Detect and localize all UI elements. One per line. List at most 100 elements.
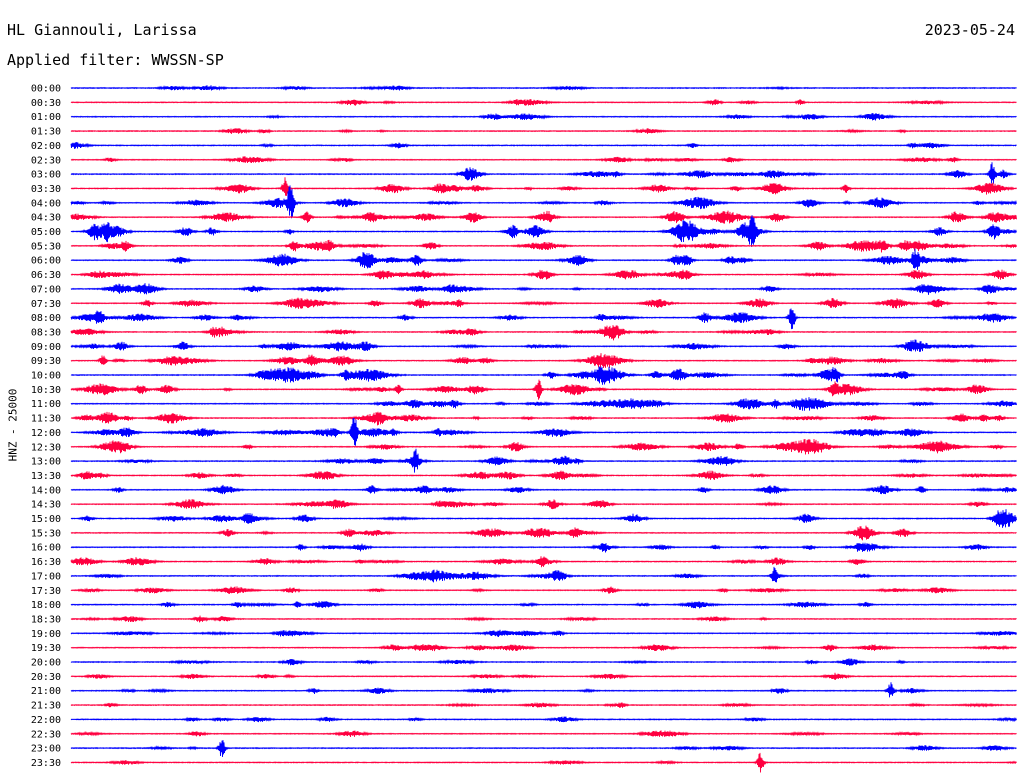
row-time-label: 06:00 xyxy=(31,256,61,267)
trace-line xyxy=(70,353,1017,369)
row-time-label: 20:30 xyxy=(31,672,61,683)
trace-line xyxy=(70,499,1017,510)
row-time-label: 08:00 xyxy=(31,313,61,324)
row-time-label: 14:30 xyxy=(31,500,61,511)
row-time-label: 20:00 xyxy=(31,658,61,669)
row-time-label: 03:30 xyxy=(31,184,61,195)
row-time-label: 13:30 xyxy=(31,471,61,482)
trace-line xyxy=(70,752,1017,773)
row-time-label: 18:30 xyxy=(31,614,61,625)
trace-line xyxy=(70,643,1017,652)
trace-line xyxy=(70,525,1017,541)
trace-line xyxy=(70,509,1017,528)
trace-line xyxy=(70,702,1017,708)
trace-line xyxy=(70,185,1017,219)
trace-line xyxy=(70,566,1017,583)
trace-line xyxy=(70,128,1017,135)
trace-line xyxy=(70,658,1017,666)
trace-line xyxy=(70,448,1017,473)
trace-line xyxy=(70,142,1017,149)
trace-line xyxy=(70,248,1017,270)
trace-line xyxy=(70,470,1017,480)
trace-line xyxy=(70,484,1017,495)
row-time-label: 04:30 xyxy=(31,213,61,224)
row-time-label: 15:00 xyxy=(31,514,61,525)
trace-line xyxy=(70,308,1017,330)
trace-line xyxy=(70,162,1017,184)
row-time-label: 12:00 xyxy=(31,428,61,439)
row-time-label: 13:00 xyxy=(31,457,61,468)
row-time-label: 09:00 xyxy=(31,342,61,353)
row-time-label: 01:30 xyxy=(31,127,61,138)
filter-label: Applied filter: WWSSN-SP xyxy=(7,51,224,69)
trace-line xyxy=(70,215,1017,247)
trace-line xyxy=(70,339,1017,352)
row-time-label: 21:30 xyxy=(31,701,61,712)
record-date: 2023-05-24 xyxy=(924,21,1015,39)
trace-line xyxy=(70,379,1017,400)
row-time-label: 22:00 xyxy=(31,715,61,726)
row-time-label: 00:30 xyxy=(31,98,61,109)
trace-line xyxy=(70,600,1017,609)
row-time-label: 21:00 xyxy=(31,686,61,697)
trace-line xyxy=(70,283,1017,295)
row-time-label: 19:00 xyxy=(31,629,61,640)
row-time-label: 15:30 xyxy=(31,528,61,539)
trace-line xyxy=(70,438,1017,455)
trace-line xyxy=(70,210,1017,224)
trace-line xyxy=(70,297,1017,309)
row-time-label: 00:00 xyxy=(31,84,61,95)
row-time-label: 07:00 xyxy=(31,284,61,295)
trace-line xyxy=(70,112,1017,121)
trace-line xyxy=(70,85,1017,91)
trace-line xyxy=(70,716,1017,723)
trace-line xyxy=(70,411,1017,426)
row-time-label: 11:00 xyxy=(31,399,61,410)
row-time-label: 16:30 xyxy=(31,557,61,568)
trace-line xyxy=(70,740,1017,758)
row-time-label: 01:00 xyxy=(31,112,61,123)
station-title: HL Giannouli, Larissa xyxy=(7,21,197,39)
row-time-label: 23:30 xyxy=(31,758,61,769)
trace-line xyxy=(70,269,1017,280)
row-time-label: 05:00 xyxy=(31,227,61,238)
row-time-label: 12:30 xyxy=(31,442,61,453)
row-time-label: 02:30 xyxy=(31,155,61,166)
row-time-label: 18:00 xyxy=(31,600,61,611)
trace-line xyxy=(70,156,1017,163)
trace-line xyxy=(70,417,1017,446)
trace-line xyxy=(70,556,1017,568)
row-time-label: 04:00 xyxy=(31,198,61,209)
row-time-label: 10:00 xyxy=(31,371,61,382)
row-time-label: 22:30 xyxy=(31,729,61,740)
trace-line xyxy=(70,615,1017,623)
trace-line xyxy=(70,366,1017,385)
row-time-label: 02:00 xyxy=(31,141,61,152)
trace-line xyxy=(70,629,1017,638)
trace-line xyxy=(70,397,1017,411)
row-time-label: 10:30 xyxy=(31,385,61,396)
trace-line xyxy=(70,682,1017,698)
row-time-label: 06:30 xyxy=(31,270,61,281)
row-time-label: 14:00 xyxy=(31,485,61,496)
trace-line xyxy=(70,177,1017,196)
row-time-label: 23:00 xyxy=(31,744,61,755)
row-time-label: 17:00 xyxy=(31,571,61,582)
row-time-label: 16:00 xyxy=(31,543,61,554)
row-time-label: 08:30 xyxy=(31,327,61,338)
row-time-label: 09:30 xyxy=(31,356,61,367)
row-time-label: 19:30 xyxy=(31,643,61,654)
trace-line xyxy=(70,586,1017,594)
trace-line xyxy=(70,325,1017,341)
row-time-label: 11:30 xyxy=(31,414,61,425)
trace-line xyxy=(70,239,1017,253)
row-time-label: 07:30 xyxy=(31,299,61,310)
row-time-label: 03:00 xyxy=(31,170,61,181)
row-time-label: 05:30 xyxy=(31,241,61,252)
trace-line xyxy=(70,672,1017,680)
row-time-label: 17:30 xyxy=(31,586,61,597)
trace-line xyxy=(70,98,1017,106)
trace-line xyxy=(70,730,1017,737)
trace-line xyxy=(70,542,1017,553)
